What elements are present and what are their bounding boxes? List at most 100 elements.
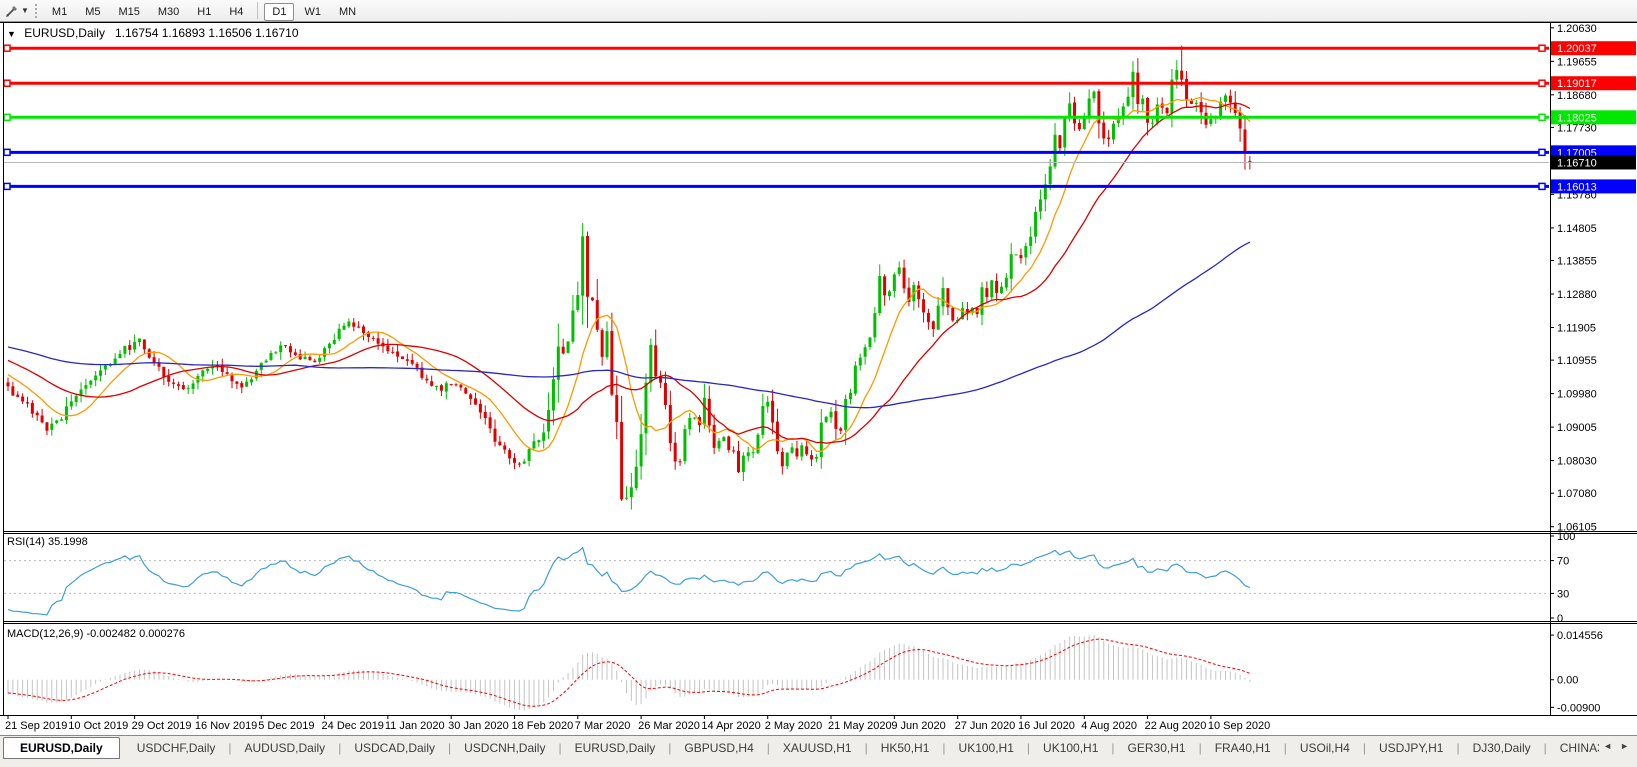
chart-tab-uk100-h1[interactable]: UK100,H1 xyxy=(958,740,1014,755)
date-axis-label: 22 Aug 2020 xyxy=(1145,720,1207,732)
date-axis-label: 10 Sep 2020 xyxy=(1208,720,1270,732)
tab-separator: | xyxy=(1543,740,1547,755)
price-axis-tick: 1.11905 xyxy=(1557,323,1596,335)
price-axis-tick: 1.20630 xyxy=(1557,23,1597,35)
chart-ohlc-values: 1.16754 1.16893 1.16506 1.16710 xyxy=(114,26,299,40)
date-axis-label: 14 Apr 2020 xyxy=(701,720,760,732)
timeframe-button-m15[interactable]: M15 xyxy=(118,5,140,18)
chart-tab-ger30-h1[interactable]: GER30,H1 xyxy=(1127,740,1186,755)
date-axis-label: 5 Dec 2019 xyxy=(258,720,314,732)
date-axis-label: 30 Jan 2020 xyxy=(448,720,509,732)
chart-tab-china300-h1[interactable]: CHINA300,H1 xyxy=(1559,740,1599,755)
tab-separator: | xyxy=(558,740,562,755)
date-axis-label: 9 Jun 2020 xyxy=(891,720,945,732)
toolbar-separator xyxy=(257,1,259,19)
price-axis-tick: 1.07080 xyxy=(1557,488,1597,500)
timeframe-button-d1[interactable]: D1 xyxy=(264,2,295,21)
date-axis-label: 16 Nov 2019 xyxy=(195,720,257,732)
tab-separator: | xyxy=(1111,740,1115,755)
current-price-badge: 1.16710 xyxy=(1557,157,1597,169)
hline-price-badge: 1.20037 xyxy=(1557,43,1597,55)
price-axis-tick: 1.09980 xyxy=(1557,389,1597,401)
chart-tab-usdcnh-daily[interactable]: USDCNH,Daily xyxy=(464,740,546,755)
macd-axis-tick: 0.00 xyxy=(1557,675,1578,687)
price-axis-tick: 1.08030 xyxy=(1557,456,1597,468)
chart-tab-eurusd-daily[interactable]: EURUSD,Daily xyxy=(3,736,120,759)
price-axis-tick: 1.12880 xyxy=(1557,289,1597,301)
tab-separator: | xyxy=(1198,740,1202,755)
timeframe-button-m30[interactable]: M30 xyxy=(157,5,180,18)
date-axis-label: 16 Jul 2020 xyxy=(1018,720,1075,732)
chart-tabs-bar: EURUSD,Daily USDCHF,Daily | AUDUSD,Daily | US… xyxy=(0,735,1637,767)
chart-tabs: EURUSD,Daily USDCHF,Daily | AUDUSD,Daily | US… xyxy=(0,736,1599,759)
date-axis-label: 10 Oct 2019 xyxy=(68,720,128,732)
chart-tab-usdchf-daily[interactable]: USDCHF,Daily xyxy=(136,740,216,755)
timeframe-button-m5[interactable]: M5 xyxy=(85,5,101,18)
macd-indicator-label: MACD(12,26,9) -0.002482 0.000276 xyxy=(7,628,185,640)
chart-tab-hk50-h1[interactable]: HK50,H1 xyxy=(880,740,930,755)
chart-tab-usdjpy-h1[interactable]: USDJPY,H1 xyxy=(1378,740,1444,755)
price-axis-tick: 1.19655 xyxy=(1557,56,1597,68)
date-axis-label: 18 Feb 2020 xyxy=(511,720,573,732)
chart-tab-audusd-daily[interactable]: AUDUSD,Daily xyxy=(244,740,326,755)
chart-tab-usoil-h4[interactable]: USOil,H4 xyxy=(1299,740,1350,755)
chart-tab-gbpusd-h4[interactable]: GBPUSD,H4 xyxy=(684,740,754,755)
price-axis-tick: 1.13855 xyxy=(1557,256,1597,268)
tab-separator: | xyxy=(228,740,232,755)
date-axis-label: 26 Mar 2020 xyxy=(638,720,700,732)
rsi-axis-tick: 70 xyxy=(1557,556,1569,568)
price-axis-tick: 1.14805 xyxy=(1557,223,1597,235)
tab-separator: | xyxy=(338,740,342,755)
crosshair-icon xyxy=(6,5,17,17)
price-axis-tick: 1.18680 xyxy=(1557,90,1597,102)
chart-tab-usdcad-daily[interactable]: USDCAD,Daily xyxy=(354,740,435,755)
date-axis-label: 21 May 2020 xyxy=(828,720,892,732)
chart-tab-eurusd-daily[interactable]: EURUSD,Daily xyxy=(574,740,656,755)
tab-separator: | xyxy=(766,740,770,755)
timeframe-button-h4[interactable]: H4 xyxy=(229,5,244,18)
chart-tab-fra40-h1[interactable]: FRA40,H1 xyxy=(1214,740,1271,755)
date-axis-label: 27 Jun 2020 xyxy=(955,720,1016,732)
price-axis-tick: 1.06105 xyxy=(1557,522,1597,534)
rsi-axis-tick: 0 xyxy=(1557,613,1563,625)
tab-separator: | xyxy=(864,740,868,755)
timeframe-button-mn[interactable]: MN xyxy=(338,5,357,18)
timeframe-button-m1[interactable]: M1 xyxy=(51,5,68,18)
toolbar-dropdown-caret[interactable]: ▼ xyxy=(21,6,29,15)
timeframe-buttons: M1 M5 M15 M30 H1 H4 D1 W1 MN xyxy=(43,1,365,21)
date-axis-label: 29 Oct 2019 xyxy=(132,720,192,732)
chart-title: ▼ EURUSD,Daily 1.16754 1.16893 1.16506 1… xyxy=(7,26,299,40)
price-axis-tick: 1.17730 xyxy=(1557,122,1597,134)
tab-separator: | xyxy=(1456,740,1460,755)
tab-separator: | xyxy=(1362,740,1366,755)
chart-canvas[interactable]: 1.206301.196551.186801.177301.157801.148… xyxy=(0,22,1637,735)
tab-separator: | xyxy=(448,740,452,755)
tab-separator: | xyxy=(942,740,946,755)
tabs-scroll-left-icon[interactable]: ◄ xyxy=(1603,741,1613,751)
one-click-trading-arrow-icon[interactable]: ▼ xyxy=(7,29,16,39)
chart-tab-dj30-daily[interactable]: DJ30,Daily xyxy=(1472,740,1531,755)
date-axis-label: 2 May 2020 xyxy=(765,720,822,732)
tab-separator: | xyxy=(1283,740,1287,755)
macd-axis-tick: 0.014556 xyxy=(1557,630,1603,642)
hline-price-badge: 1.16013 xyxy=(1557,181,1597,193)
date-axis-label: 21 Sep 2019 xyxy=(5,720,67,732)
macd-axis-tick: -0.00900 xyxy=(1557,702,1600,714)
rsi-axis-tick: 100 xyxy=(1557,531,1575,543)
date-axis-label: 4 Aug 2020 xyxy=(1081,720,1137,732)
timeframe-button-w1[interactable]: W1 xyxy=(304,5,321,18)
chart-symbol-label: EURUSD,Daily xyxy=(24,26,105,40)
tabs-scroll-right-icon[interactable]: ► xyxy=(1620,741,1629,751)
date-axis-label: 11 Jan 2020 xyxy=(385,720,445,732)
timeframe-button-h1[interactable]: H1 xyxy=(197,5,212,18)
toolbar-grip[interactable] xyxy=(34,3,37,18)
date-axis-label: 7 Mar 2020 xyxy=(575,720,631,732)
date-axis-label: 24 Dec 2019 xyxy=(322,720,384,732)
chart-tab-uk100-h1[interactable]: UK100,H1 xyxy=(1043,740,1099,755)
price-axis-tick: 1.10955 xyxy=(1557,355,1597,367)
cursor-tool-icon[interactable] xyxy=(3,3,21,19)
chart-tab-xauusd-h1[interactable]: XAUUSD,H1 xyxy=(782,740,852,755)
hline-price-badge: 1.19017 xyxy=(1557,78,1597,90)
tabs-scroll-controls: ◄ ► xyxy=(1599,736,1637,751)
